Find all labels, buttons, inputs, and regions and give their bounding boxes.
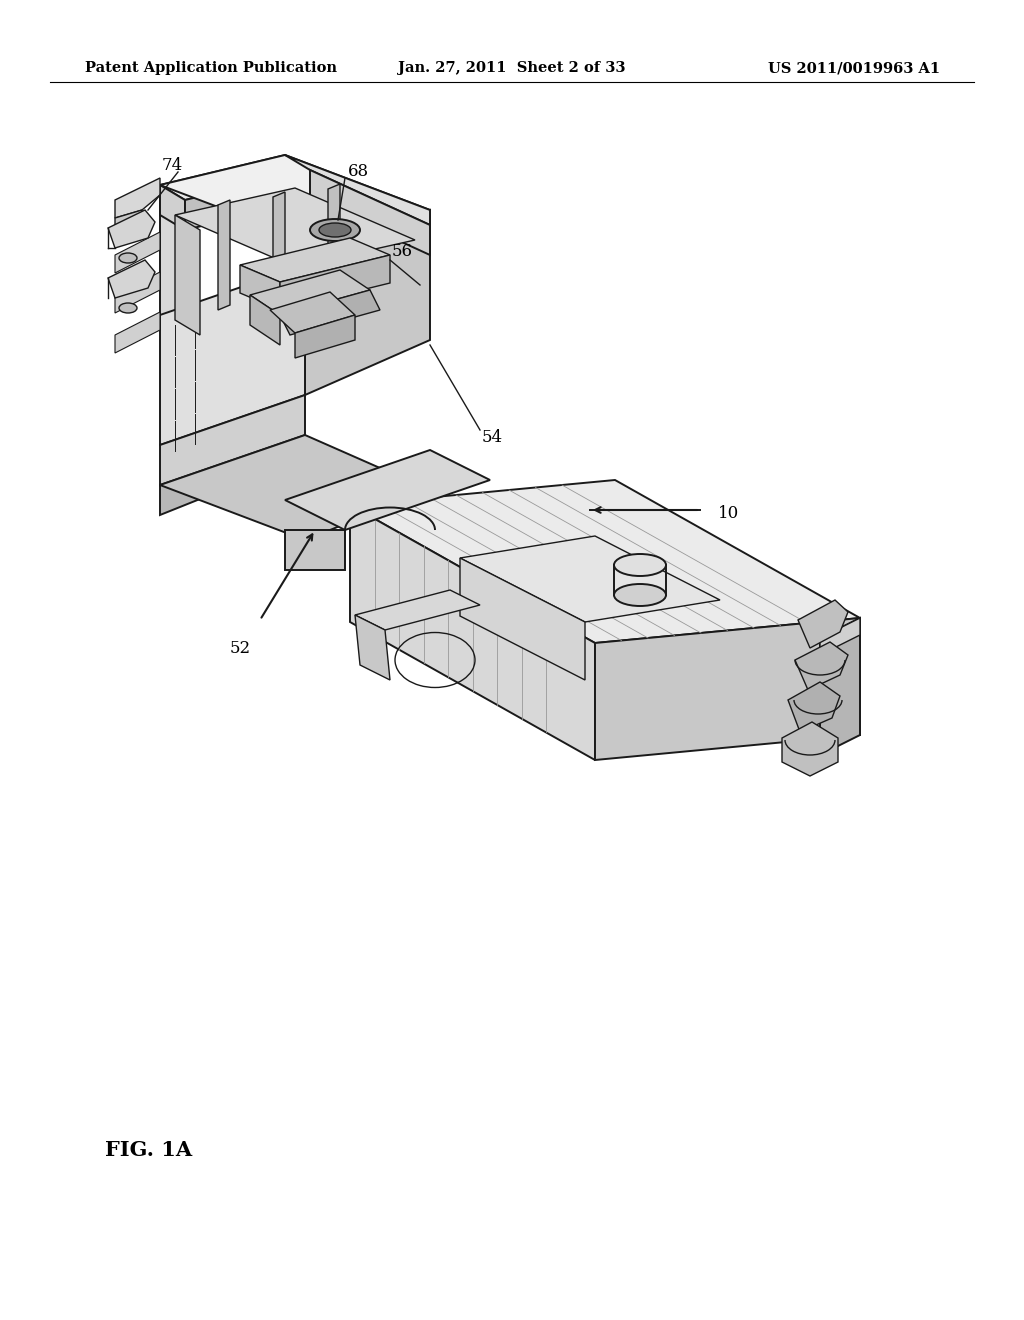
Polygon shape [285, 154, 430, 224]
Polygon shape [160, 265, 305, 445]
Text: Patent Application Publication: Patent Application Publication [85, 61, 337, 75]
Polygon shape [175, 187, 415, 267]
Polygon shape [108, 210, 155, 248]
Polygon shape [250, 271, 370, 315]
Polygon shape [788, 682, 840, 733]
Polygon shape [280, 290, 380, 335]
Polygon shape [160, 395, 305, 484]
Ellipse shape [119, 253, 137, 263]
Polygon shape [160, 185, 185, 230]
Polygon shape [160, 436, 285, 515]
Text: 10: 10 [718, 506, 739, 523]
Polygon shape [160, 154, 310, 201]
Polygon shape [270, 292, 355, 333]
Polygon shape [295, 315, 355, 358]
Polygon shape [285, 531, 345, 570]
Polygon shape [460, 558, 585, 680]
Ellipse shape [614, 583, 666, 606]
Polygon shape [820, 618, 860, 655]
Polygon shape [595, 618, 860, 760]
Polygon shape [175, 215, 200, 335]
Polygon shape [160, 185, 185, 330]
Polygon shape [273, 191, 285, 315]
Polygon shape [280, 255, 390, 310]
Ellipse shape [310, 219, 360, 242]
Polygon shape [115, 210, 142, 236]
Polygon shape [305, 210, 430, 395]
Text: 56: 56 [392, 243, 413, 260]
Text: 54: 54 [482, 429, 503, 446]
Polygon shape [160, 154, 430, 240]
Polygon shape [782, 722, 838, 776]
Polygon shape [115, 232, 160, 273]
Polygon shape [185, 170, 310, 230]
Polygon shape [108, 260, 155, 298]
Polygon shape [115, 178, 160, 218]
Polygon shape [328, 183, 340, 319]
Polygon shape [285, 450, 490, 531]
Polygon shape [250, 294, 280, 345]
Text: 74: 74 [162, 157, 183, 174]
Polygon shape [795, 642, 848, 690]
Polygon shape [115, 312, 160, 352]
Polygon shape [115, 272, 160, 313]
Polygon shape [310, 170, 430, 255]
Text: 52: 52 [229, 640, 251, 657]
Polygon shape [460, 536, 720, 622]
Ellipse shape [614, 554, 666, 576]
Text: Jan. 27, 2011  Sheet 2 of 33: Jan. 27, 2011 Sheet 2 of 33 [398, 61, 626, 75]
Polygon shape [218, 201, 230, 310]
Polygon shape [820, 618, 860, 755]
Polygon shape [160, 436, 430, 540]
Polygon shape [355, 590, 480, 630]
Text: US 2011/0019963 A1: US 2011/0019963 A1 [768, 61, 940, 75]
Polygon shape [240, 265, 280, 310]
Ellipse shape [319, 223, 351, 238]
Text: 68: 68 [348, 164, 369, 181]
Polygon shape [355, 615, 390, 680]
Ellipse shape [119, 304, 137, 313]
Polygon shape [350, 480, 860, 643]
Polygon shape [240, 238, 390, 282]
Polygon shape [798, 601, 848, 648]
Text: FIG. 1A: FIG. 1A [105, 1140, 193, 1160]
Polygon shape [350, 506, 595, 760]
